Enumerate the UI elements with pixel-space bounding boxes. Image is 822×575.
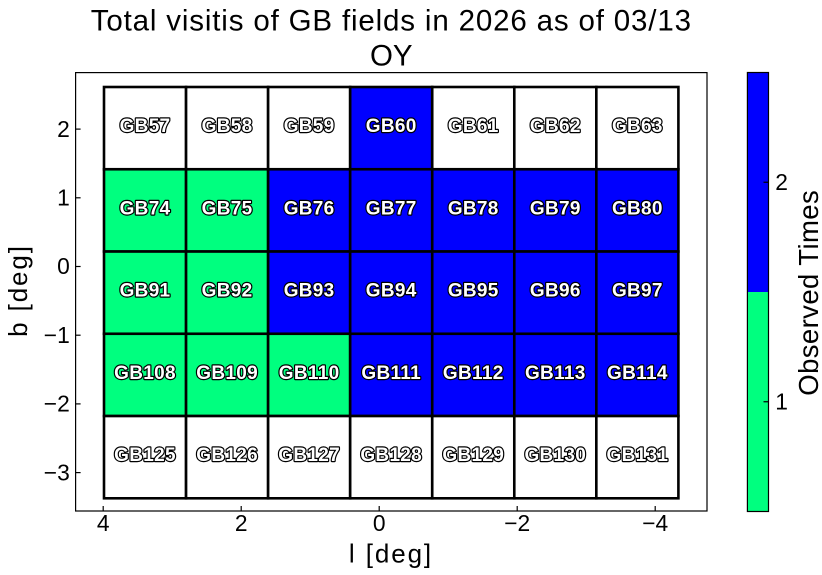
svg-text:GB77: GB77 [366, 198, 417, 219]
svg-text:GB80: GB80 [612, 198, 663, 219]
svg-text:GB75: GB75 [202, 198, 253, 219]
svg-text:GB97: GB97 [612, 281, 663, 302]
svg-text:GB112: GB112 [443, 363, 504, 384]
svg-text:−4: −4 [642, 510, 668, 536]
svg-text:GB92: GB92 [202, 281, 253, 302]
svg-text:GB112: GB112 [443, 363, 504, 384]
svg-text:GB57: GB57 [120, 116, 171, 137]
svg-text:GB91: GB91 [120, 281, 171, 302]
svg-text:GB126: GB126 [196, 445, 258, 466]
svg-text:1: 1 [775, 388, 788, 414]
svg-text:GB80: GB80 [612, 198, 663, 219]
svg-text:GB96: GB96 [530, 281, 581, 302]
svg-text:GB77: GB77 [366, 198, 417, 219]
svg-text:GB131: GB131 [607, 445, 669, 466]
svg-text:GB94: GB94 [366, 281, 417, 302]
svg-text:GB78: GB78 [448, 198, 499, 219]
svg-text:GB129: GB129 [442, 445, 504, 466]
svg-text:2: 2 [235, 510, 248, 536]
svg-text:GB114: GB114 [607, 363, 668, 384]
svg-text:GB126: GB126 [196, 445, 258, 466]
svg-text:2: 2 [775, 169, 788, 195]
svg-text:GB74: GB74 [120, 198, 171, 219]
svg-text:GB95: GB95 [448, 281, 499, 302]
svg-text:GB130: GB130 [524, 445, 586, 466]
svg-text:0: 0 [57, 253, 70, 279]
svg-text:GB76: GB76 [284, 198, 335, 219]
svg-text:GB110: GB110 [279, 363, 340, 384]
svg-text:GB129: GB129 [442, 445, 504, 466]
svg-text:GB130: GB130 [524, 445, 586, 466]
svg-text:OY: OY [370, 39, 413, 72]
svg-text:Total visitis of GB fields in: Total visitis of GB fields in 2026 as of… [91, 5, 692, 38]
svg-text:GB114: GB114 [607, 363, 668, 384]
svg-text:2: 2 [57, 116, 70, 142]
svg-text:GB93: GB93 [284, 281, 335, 302]
svg-text:GB125: GB125 [114, 445, 176, 466]
svg-text:GB60: GB60 [366, 116, 417, 137]
svg-text:GB62: GB62 [530, 116, 581, 137]
svg-text:GB94: GB94 [366, 281, 417, 302]
svg-text:GB108: GB108 [114, 363, 176, 384]
svg-text:−1: −1 [44, 322, 70, 348]
svg-text:GB79: GB79 [530, 198, 581, 219]
svg-text:GB57: GB57 [120, 116, 171, 137]
svg-text:GB111: GB111 [361, 363, 421, 384]
svg-text:GB74: GB74 [120, 198, 171, 219]
svg-text:GB79: GB79 [530, 198, 581, 219]
svg-text:GB62: GB62 [530, 116, 581, 137]
svg-text:GB60: GB60 [366, 116, 417, 137]
svg-text:GB131: GB131 [607, 445, 669, 466]
svg-text:GB58: GB58 [202, 116, 253, 137]
svg-text:0: 0 [373, 510, 386, 536]
svg-text:−2: −2 [504, 510, 530, 536]
svg-text:GB110: GB110 [279, 363, 340, 384]
svg-text:GB109: GB109 [196, 363, 258, 384]
svg-text:GB93: GB93 [284, 281, 335, 302]
svg-text:4: 4 [97, 510, 110, 536]
svg-text:GB63: GB63 [612, 116, 663, 137]
svg-text:GB58: GB58 [202, 116, 253, 137]
svg-text:l [deg]: l [deg] [349, 538, 433, 568]
svg-text:Observed Times: Observed Times [793, 190, 822, 396]
svg-text:GB78: GB78 [448, 198, 499, 219]
svg-text:GB111: GB111 [361, 363, 421, 384]
svg-text:GB128: GB128 [360, 445, 422, 466]
svg-text:GB127: GB127 [278, 445, 340, 466]
svg-text:−3: −3 [44, 459, 70, 485]
svg-text:GB113: GB113 [525, 363, 586, 384]
svg-text:GB108: GB108 [114, 363, 176, 384]
svg-text:GB97: GB97 [612, 281, 663, 302]
svg-text:GB95: GB95 [448, 281, 499, 302]
svg-text:GB113: GB113 [525, 363, 586, 384]
svg-text:GB75: GB75 [202, 198, 253, 219]
svg-text:GB91: GB91 [120, 281, 171, 302]
svg-text:GB59: GB59 [284, 116, 335, 137]
svg-text:−2: −2 [44, 391, 70, 417]
svg-text:GB63: GB63 [612, 116, 663, 137]
svg-text:GB76: GB76 [284, 198, 335, 219]
svg-text:GB61: GB61 [448, 116, 499, 137]
svg-text:GB127: GB127 [278, 445, 340, 466]
svg-text:GB59: GB59 [284, 116, 335, 137]
svg-text:b [deg]: b [deg] [3, 244, 33, 337]
svg-text:GB96: GB96 [530, 281, 581, 302]
svg-text:GB109: GB109 [196, 363, 258, 384]
svg-text:GB61: GB61 [448, 116, 499, 137]
svg-text:GB125: GB125 [114, 445, 176, 466]
svg-text:GB92: GB92 [202, 281, 253, 302]
svg-text:GB128: GB128 [360, 445, 422, 466]
svg-text:1: 1 [57, 185, 70, 211]
